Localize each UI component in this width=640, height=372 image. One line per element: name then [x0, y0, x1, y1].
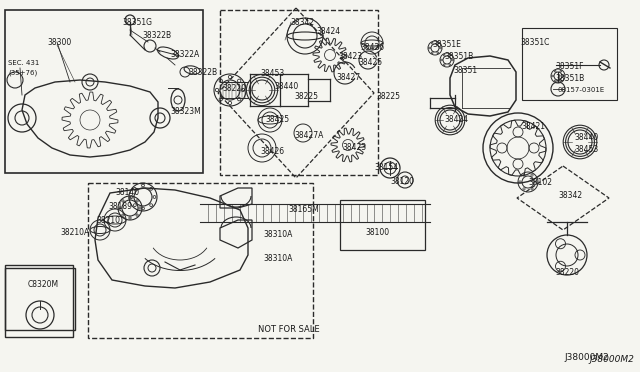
Text: SEC. 431: SEC. 431: [8, 60, 40, 66]
Text: 38102: 38102: [528, 178, 552, 187]
Text: 38189: 38189: [108, 202, 132, 211]
Text: 38342: 38342: [558, 191, 582, 200]
Text: 38453: 38453: [260, 69, 284, 78]
Text: C8320M: C8320M: [28, 280, 59, 289]
Text: (35+76): (35+76): [8, 70, 37, 77]
Text: 38342: 38342: [290, 18, 314, 27]
Text: 38322B: 38322B: [188, 68, 217, 77]
Text: 38220: 38220: [555, 268, 579, 277]
Text: 38424: 38424: [316, 27, 340, 36]
Text: 38427: 38427: [336, 73, 360, 82]
Text: 38440: 38440: [274, 82, 298, 91]
Text: 38100: 38100: [365, 228, 389, 237]
Text: 38351C: 38351C: [520, 38, 549, 47]
Text: J38000M2: J38000M2: [564, 353, 609, 362]
Text: 38300: 38300: [47, 38, 71, 47]
Text: 38140: 38140: [115, 188, 139, 197]
Text: 38210: 38210: [96, 216, 120, 225]
Bar: [5, 265, 73, 337]
Text: 38351E: 38351E: [432, 40, 461, 49]
Text: 38351: 38351: [453, 66, 477, 75]
Text: 38421: 38421: [521, 122, 545, 131]
Bar: [5, 10, 203, 173]
Text: 38426: 38426: [260, 147, 284, 156]
Text: 38322B: 38322B: [142, 31, 171, 40]
Bar: [220, 10, 378, 175]
Text: 38424: 38424: [444, 115, 468, 124]
Bar: [340, 200, 425, 250]
Text: 38225: 38225: [376, 92, 400, 101]
Text: 38323M: 38323M: [170, 107, 201, 116]
Bar: [522, 28, 617, 100]
Text: 38322A: 38322A: [170, 50, 199, 59]
Text: 38426: 38426: [360, 43, 384, 52]
Bar: [5, 268, 75, 330]
Text: 38220: 38220: [222, 84, 246, 93]
Text: NOT FOR SALE: NOT FOR SALE: [258, 325, 319, 334]
Text: 38423: 38423: [342, 143, 366, 152]
Text: J38000M2: J38000M2: [589, 355, 634, 364]
Text: 08157-0301E: 08157-0301E: [558, 87, 605, 93]
Text: 38210A: 38210A: [60, 228, 89, 237]
Text: 38310A: 38310A: [263, 254, 292, 263]
Text: 38351F: 38351F: [555, 62, 584, 71]
Text: 38423: 38423: [338, 52, 362, 61]
Text: 38425: 38425: [358, 58, 382, 67]
Text: 38351B: 38351B: [444, 52, 473, 61]
Bar: [88, 183, 313, 338]
Text: 38120: 38120: [390, 177, 414, 186]
Text: 38225: 38225: [294, 92, 318, 101]
Text: 38425: 38425: [265, 115, 289, 124]
Text: 38351B: 38351B: [555, 74, 584, 83]
Text: 38154: 38154: [374, 163, 398, 172]
Text: 38165M: 38165M: [288, 205, 319, 214]
Text: 38427A: 38427A: [294, 131, 323, 140]
Text: 38351G: 38351G: [122, 18, 152, 27]
Text: 38440: 38440: [574, 133, 598, 142]
Text: 38310A: 38310A: [263, 230, 292, 239]
Text: 38453: 38453: [574, 145, 598, 154]
